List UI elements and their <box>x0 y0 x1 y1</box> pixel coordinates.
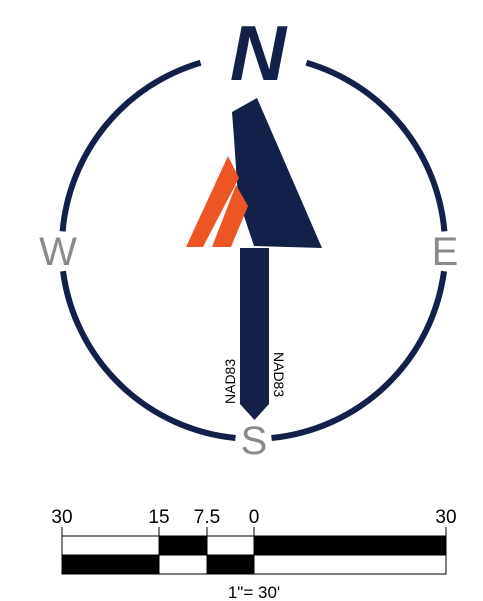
compass-ring-arc-sw <box>60 270 236 441</box>
scale-tick-label: 7.5 <box>194 507 220 528</box>
scale-segment <box>158 535 208 556</box>
arrowhead-stripe-outer <box>186 156 239 247</box>
scale-segment <box>61 554 160 575</box>
scale-ticks <box>61 527 447 536</box>
west-label: W <box>39 230 77 274</box>
scale-segment <box>206 554 255 575</box>
scale-segment <box>61 535 160 556</box>
scale-tick-label: 30 <box>435 507 456 528</box>
east-label: E <box>432 230 459 274</box>
scale-segment <box>206 535 255 556</box>
scale-ratio-label: 1"= 30' <box>228 583 280 601</box>
scale-segment <box>253 535 447 556</box>
scale-segment <box>158 554 208 575</box>
scale-tick-label: 30 <box>51 507 72 528</box>
scale-tick-label: 15 <box>148 507 169 528</box>
compass-ring <box>59 59 448 441</box>
arrow-shaft <box>240 248 269 420</box>
north-arrow: NAD83 NAD83 N E W S <box>39 9 458 463</box>
scale-tick-label: 0 <box>249 507 260 528</box>
compass-ring-arc-ne <box>305 59 448 232</box>
scale-bar: 30 15 7.5 0 30 1"= 30' <box>51 507 456 601</box>
datum-label-left: NAD83 <box>222 359 238 404</box>
arrowhead-navy <box>232 98 322 248</box>
scale-segment <box>253 554 447 575</box>
datum-label-right: NAD83 <box>271 352 287 397</box>
compass-ring-arc-se <box>271 270 447 441</box>
south-label: S <box>241 419 268 463</box>
north-label: N <box>230 9 288 97</box>
arrowhead-stripe-inner <box>212 185 248 247</box>
compass-ring-arc-nw <box>59 59 202 232</box>
